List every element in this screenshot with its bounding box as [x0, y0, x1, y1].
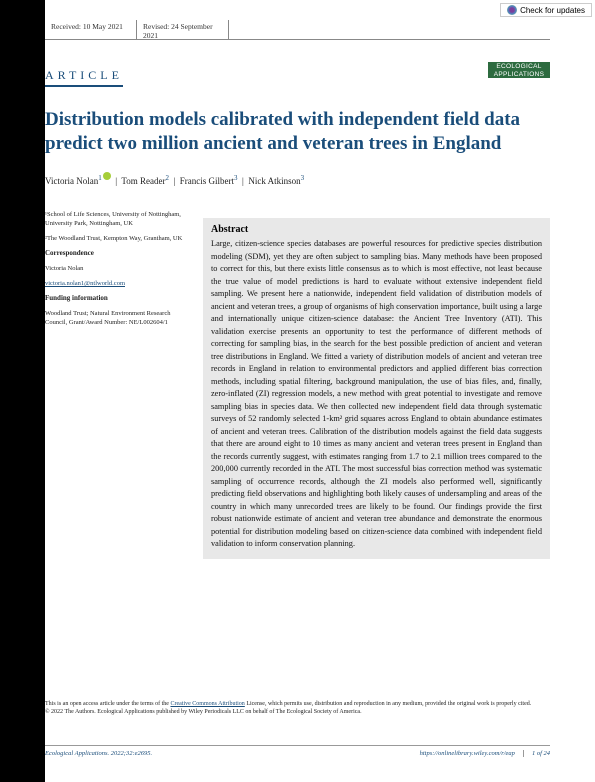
- correspondence-email[interactable]: victoria.nolan1@ntlworld.com: [45, 280, 125, 287]
- author-list: Victoria Nolan1 | Tom Reader2 | Francis …: [45, 172, 550, 186]
- license-text-2: © 2022 The Authors. Ecological Applicati…: [45, 709, 362, 715]
- footer-right: https://onlinelibrary.wiley.com/r/eap 1 …: [420, 750, 550, 757]
- author-1-sup: 1: [98, 174, 102, 182]
- revised-date: Revised: 24 September 2021: [137, 20, 229, 39]
- correspondence-body: Victoria Nolan: [45, 264, 190, 273]
- page-footer: Ecological Applications. 2022;32:e2695. …: [45, 745, 550, 757]
- abstract-text: Large, citizen-science species databases…: [211, 238, 542, 551]
- author-4-sup: 3: [301, 174, 305, 182]
- footer-citation: Ecological Applications. 2022;32:e2695.: [45, 750, 152, 757]
- author-2-sup: 2: [165, 174, 169, 182]
- funding-head: Funding information: [45, 294, 190, 303]
- check-updates-label: Check for updates: [520, 6, 585, 15]
- license-block: This is an open access article under the…: [45, 700, 550, 716]
- orcid-icon[interactable]: [103, 172, 111, 180]
- author-3: Francis Gilbert: [180, 176, 234, 186]
- received-date: Received: 10 May 2021: [45, 20, 137, 39]
- article-type-label: ARTICLE: [45, 68, 123, 87]
- affiliations-block: ¹School of Life Sciences, University of …: [45, 210, 190, 333]
- check-updates-button[interactable]: Check for updates: [500, 3, 592, 17]
- license-text-1: This is an open access article under the…: [45, 701, 170, 707]
- crossmark-icon: [507, 5, 517, 15]
- footer-url[interactable]: https://onlinelibrary.wiley.com/r/eap: [420, 750, 515, 757]
- license-link[interactable]: Creative Commons Attribution: [170, 701, 244, 707]
- author-3-sup: 3: [234, 174, 238, 182]
- footer-page: 1 of 24: [532, 750, 550, 757]
- license-text-1b: License, which permits use, distribution…: [245, 701, 531, 707]
- journal-badge: ECOLOGICAL APPLICATIONS: [488, 62, 550, 78]
- abstract-box: Abstract Large, citizen-science species …: [203, 218, 550, 559]
- journal-badge-line1: ECOLOGICAL: [496, 63, 541, 70]
- affiliation-2: ²The Woodland Trust, Kempton Way, Granth…: [45, 234, 190, 243]
- header-meta-bar: Received: 10 May 2021 Revised: 24 Septem…: [45, 20, 550, 40]
- correspondence-head: Correspondence: [45, 249, 190, 258]
- black-margin-strip: [0, 0, 45, 782]
- abstract-heading: Abstract: [211, 224, 542, 235]
- author-1: Victoria Nolan: [45, 176, 98, 186]
- author-2: Tom Reader: [121, 176, 165, 186]
- funding-body: Woodland Trust; Natural Environment Rese…: [45, 309, 190, 327]
- affiliation-1: ¹School of Life Sciences, University of …: [45, 210, 190, 228]
- article-title: Distribution models calibrated with inde…: [45, 108, 550, 156]
- journal-badge-line2: APPLICATIONS: [494, 71, 544, 78]
- author-4: Nick Atkinson: [248, 176, 300, 186]
